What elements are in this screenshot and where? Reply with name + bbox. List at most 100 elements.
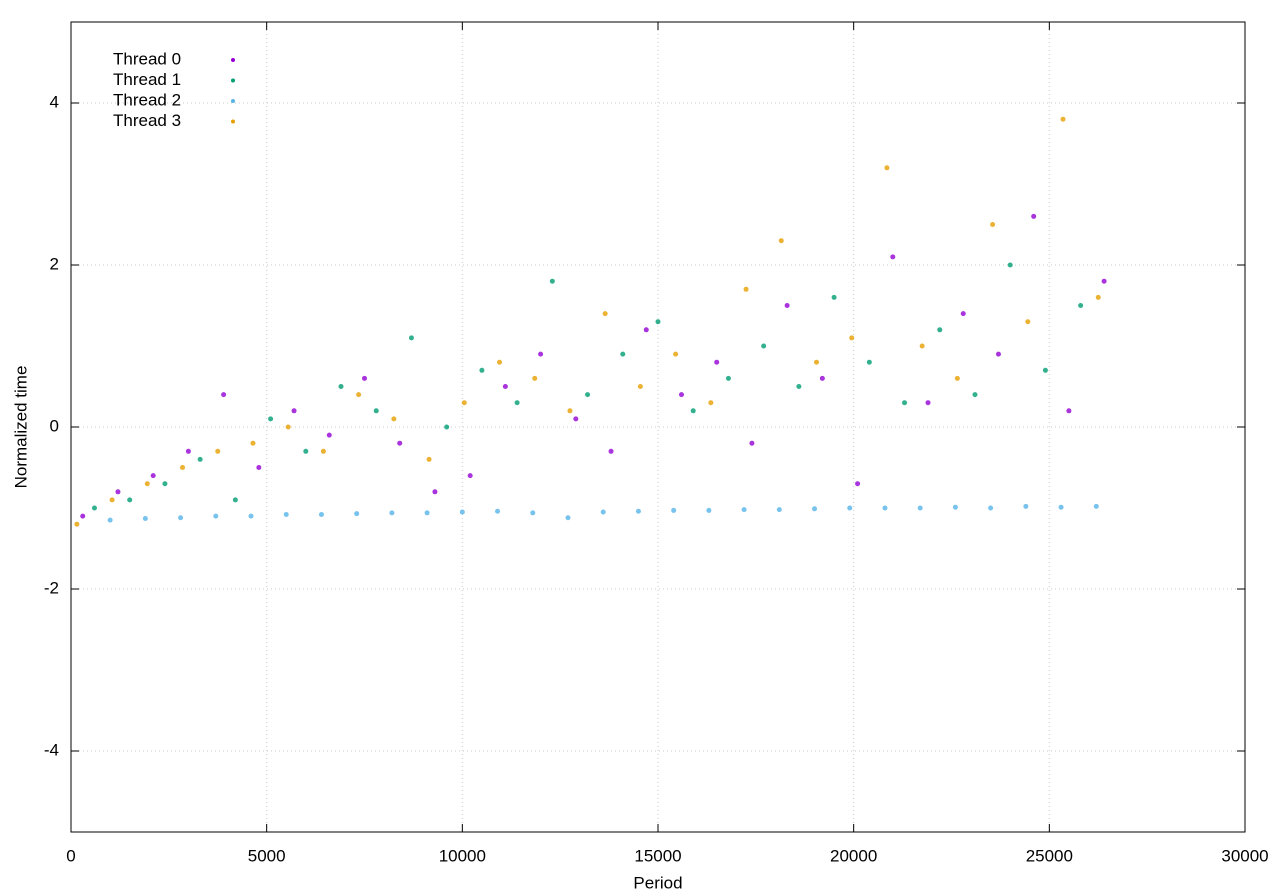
point: [1093, 503, 1099, 509]
point: [796, 384, 802, 389]
point: [461, 400, 467, 406]
legend-swatch: [231, 78, 235, 83]
point: [1025, 319, 1031, 325]
point: [671, 507, 677, 513]
plot-frame: [70, 21, 1246, 833]
point: [600, 509, 606, 515]
point: [362, 375, 367, 381]
point: [778, 238, 784, 244]
point: [283, 511, 289, 517]
point: [954, 375, 960, 381]
point: [990, 222, 996, 227]
point: [459, 509, 465, 515]
point: [708, 400, 714, 406]
point: [338, 384, 344, 389]
x-tick-label: 25000: [1026, 846, 1073, 865]
point: [373, 408, 379, 414]
x-tick-label: 20000: [830, 846, 877, 865]
point: [655, 319, 661, 325]
point: [1078, 303, 1084, 308]
point: [637, 384, 643, 389]
x-tick-label: 0: [66, 846, 75, 865]
legend-label: Thread 3: [113, 111, 181, 130]
point: [150, 473, 156, 479]
point: [320, 448, 326, 454]
point: [1042, 367, 1048, 373]
y-tick-label: 0: [50, 416, 59, 435]
point: [849, 335, 855, 341]
point: [725, 375, 731, 381]
point: [855, 481, 861, 487]
point: [960, 311, 966, 317]
point: [831, 294, 837, 300]
point: [902, 400, 908, 406]
point: [495, 508, 501, 514]
point: [530, 510, 536, 516]
point: [690, 408, 696, 414]
x-tick-label: 30000: [1221, 846, 1268, 865]
point: [866, 359, 872, 365]
point: [919, 343, 925, 349]
point: [602, 311, 608, 317]
point: [917, 505, 923, 511]
point: [538, 351, 544, 357]
point: [178, 515, 184, 521]
point: [573, 416, 579, 422]
point: [250, 440, 256, 446]
point: [215, 448, 221, 454]
point: [397, 440, 403, 446]
point: [514, 400, 520, 406]
legend-label: Thread 1: [113, 70, 181, 89]
point: [221, 392, 227, 398]
point: [643, 327, 649, 333]
point: [567, 408, 573, 414]
point: [1060, 116, 1066, 122]
point: [424, 510, 430, 516]
point: [812, 506, 818, 512]
point: [635, 508, 641, 514]
point: [408, 335, 414, 341]
point: [884, 165, 890, 171]
point: [497, 359, 503, 365]
point: [115, 489, 121, 495]
point: [608, 448, 614, 454]
y-tick-label: -2: [44, 578, 59, 597]
point: [391, 416, 397, 422]
point: [678, 392, 684, 398]
point: [180, 465, 186, 470]
point: [268, 416, 274, 422]
point: [142, 516, 148, 522]
legend-label: Thread 2: [113, 90, 181, 109]
point: [1101, 278, 1107, 284]
legend-swatch: [231, 58, 235, 62]
point: [761, 343, 767, 349]
legend-label: Thread 0: [113, 49, 181, 68]
point: [743, 286, 749, 292]
point: [1058, 504, 1064, 510]
point: [303, 448, 309, 454]
point: [776, 507, 782, 513]
point: [1066, 408, 1072, 414]
point: [74, 521, 80, 527]
x-axis-label: Period: [633, 873, 682, 892]
point: [432, 489, 438, 495]
y-tick-label: 2: [50, 254, 59, 273]
point: [354, 511, 360, 517]
point: [444, 424, 450, 430]
point: [925, 400, 931, 406]
point: [80, 513, 86, 519]
point: [565, 515, 571, 521]
point: [144, 481, 150, 487]
point: [318, 511, 324, 517]
point: [356, 392, 362, 398]
point: [620, 351, 626, 357]
point: [882, 505, 888, 511]
x-tick-label: 15000: [634, 846, 681, 865]
point: [1095, 294, 1101, 300]
point: [819, 375, 825, 381]
point: [213, 513, 219, 519]
point: [162, 481, 168, 487]
x-tick-label: 5000: [248, 846, 286, 865]
point: [890, 254, 896, 260]
